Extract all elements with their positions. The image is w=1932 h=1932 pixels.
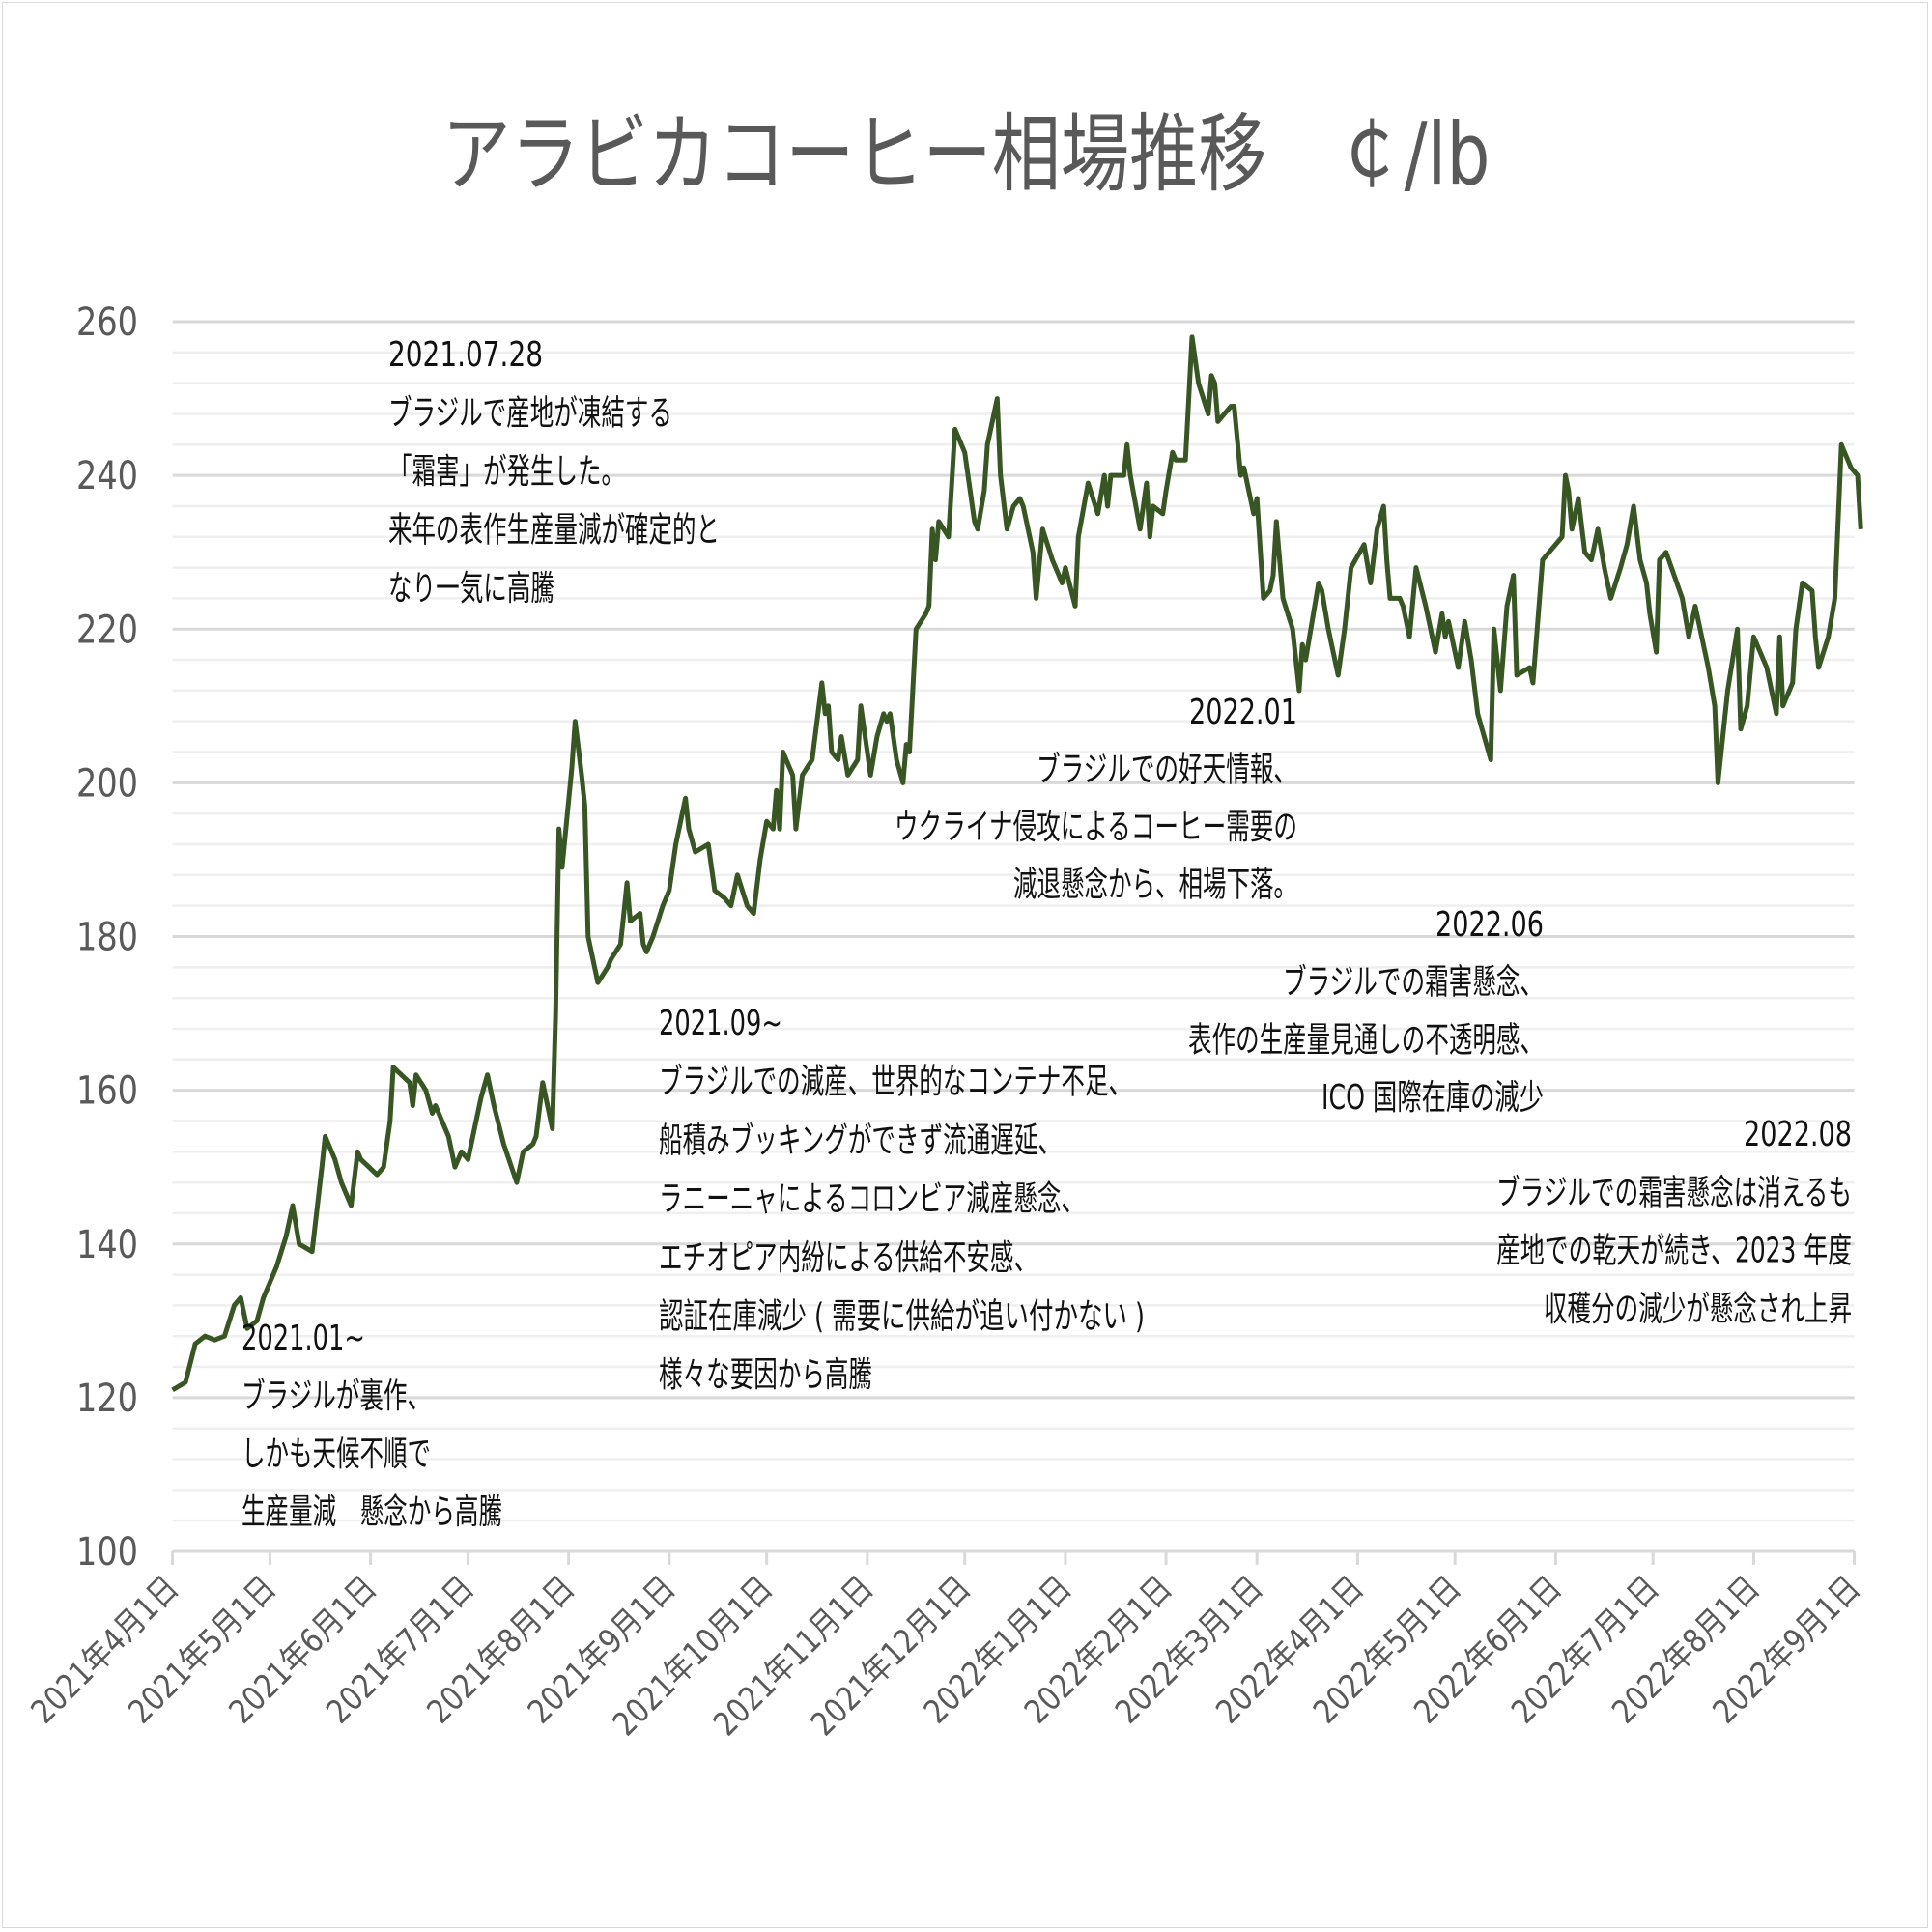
y-tick-label: 180 bbox=[76, 916, 138, 960]
annotation-line: 表作の生産量見通しの不透明感、 bbox=[1188, 1020, 1544, 1060]
annotation-line: ブラジルでの減産、世界的なコンテナ不足、 bbox=[659, 1063, 1132, 1102]
y-tick-label: 260 bbox=[76, 300, 138, 345]
annotation-line: 来年の表作生産量減が確定的と bbox=[388, 511, 720, 551]
annotation-line: 減退懸念から、相場下落。 bbox=[1013, 866, 1297, 905]
annotation-line: 様々な要因から高騰 bbox=[659, 1355, 872, 1395]
annotation-2022-06: 2022.06 ブラジルでの霜害懸念、表作の生産量見通しの不透明感、 ICO 国際在… bbox=[1188, 905, 1544, 1118]
annotation-line: ブラジルでの霜害懸念、 bbox=[1283, 963, 1544, 1003]
y-tick-label: 220 bbox=[76, 608, 138, 652]
annotation-line: 収穫分の減少が懸念され上昇 bbox=[1544, 1290, 1852, 1329]
annotation-line: 「霜害」が発生した。 bbox=[388, 452, 625, 492]
annotation-line: なり一気に高騰 bbox=[388, 569, 554, 609]
y-tick-label: 100 bbox=[76, 1530, 138, 1575]
annotation-2022-01: 2022.01 ブラジルでの好天情報、ウクライナ侵攻によるコーヒー需要の減退懸念か… bbox=[895, 693, 1297, 905]
annotation-line: しかも天候不順で bbox=[242, 1435, 431, 1474]
y-tick-label: 240 bbox=[76, 454, 138, 498]
y-tick-label: 160 bbox=[76, 1069, 138, 1114]
annotation-line: 2021.01~ bbox=[242, 1319, 365, 1358]
annotation-2021-07-28: 2021.07.28 ブラジルで産地が凍結する「霜害」が発生した。来年の表作生産量… bbox=[388, 335, 720, 609]
annotation-line: 2021.09~ bbox=[659, 1004, 782, 1043]
annotation-line: 認証在庫減少 ( 需要に供給が追い付かない ) bbox=[659, 1297, 1145, 1337]
annotation-line: 生産量減 懸念から高騰 bbox=[242, 1492, 502, 1532]
annotation-line: 2021.07.28 bbox=[388, 335, 543, 375]
annotation-2021-09: 2021.09~ ブラジルでの減産、世界的なコンテナ不足、船積みブッキングができず… bbox=[659, 1004, 1145, 1395]
annotation-line: ラニーニャによるコロンビア減産懸念、 bbox=[659, 1179, 1085, 1219]
annotation-line: ブラジルが裏作、 bbox=[242, 1377, 431, 1416]
annotation-line: ウクライナ侵攻によるコーヒー需要の bbox=[895, 808, 1297, 847]
annotation-line: ブラジルでの好天情報、 bbox=[1037, 751, 1297, 790]
annotation-line: 2022.08 bbox=[1744, 1115, 1852, 1154]
annotation-line: 産地での乾天が続き、2023 年度 bbox=[1496, 1232, 1852, 1271]
price-line bbox=[171, 334, 1863, 1393]
y-tick-label: 140 bbox=[76, 1223, 138, 1267]
annotation-line: ブラジルで産地が凍結する bbox=[388, 394, 672, 434]
annotation-line: ブラジルでの霜害懸念は消えるも bbox=[1496, 1173, 1852, 1212]
annotation-line: ICO 国際在庫の減少 bbox=[1321, 1078, 1544, 1118]
chart-title: アラビカコーヒー相場推移 ￠/lb bbox=[442, 104, 1491, 204]
annotation-line: エチオピア内紛による供給不安感、 bbox=[659, 1238, 1037, 1278]
annotation-line: 船積みブッキングができず流通遅延、 bbox=[659, 1121, 1062, 1160]
annotation-line: 2022.01 bbox=[1189, 693, 1297, 732]
y-tick-label: 120 bbox=[76, 1377, 138, 1421]
y-tick-label: 200 bbox=[76, 761, 138, 806]
annotation-line: 2022.06 bbox=[1435, 905, 1544, 945]
